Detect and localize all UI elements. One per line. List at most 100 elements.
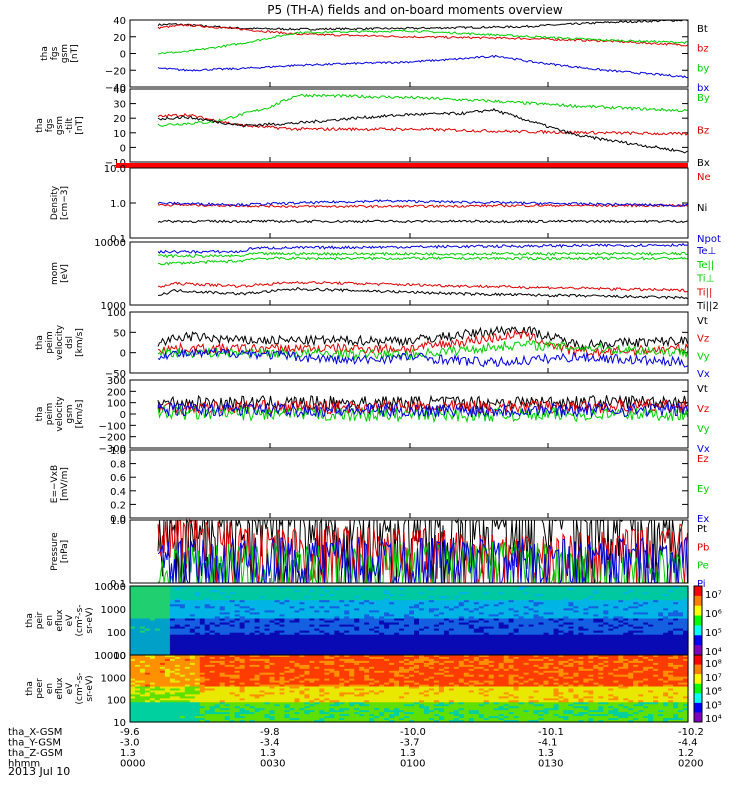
heatmap-cell bbox=[389, 618, 395, 622]
heatmap-cell bbox=[683, 608, 689, 611]
heatmap-cell bbox=[189, 642, 196, 646]
heatmap-cell bbox=[384, 666, 390, 670]
heatmap-cell bbox=[214, 650, 221, 654]
heatmap-cell bbox=[169, 606, 176, 609]
heatmap-cell bbox=[334, 594, 340, 597]
heatmap-cell bbox=[518, 622, 525, 626]
heatmap-cell bbox=[159, 634, 166, 638]
heatmap-cell bbox=[204, 598, 211, 601]
heatmap-cell bbox=[394, 646, 400, 650]
heatmap-cell bbox=[668, 588, 674, 591]
heatmap-cell bbox=[209, 646, 216, 650]
heatmap-cell bbox=[458, 602, 465, 605]
heatmap-cell bbox=[269, 608, 276, 611]
heatmap-cell bbox=[443, 638, 450, 642]
heatmap-cell bbox=[239, 662, 246, 666]
legend-label: Ex bbox=[697, 514, 709, 525]
heatmap-cell bbox=[563, 588, 569, 591]
heatmap-cell bbox=[423, 596, 430, 599]
heatmap-cell bbox=[149, 630, 156, 634]
heatmap-cell bbox=[503, 614, 510, 617]
heatmap-cell bbox=[304, 657, 310, 660]
heatmap-cell bbox=[673, 598, 679, 601]
heatmap-cell bbox=[608, 624, 614, 628]
heatmap-cell bbox=[628, 650, 634, 654]
heatmap-cell bbox=[623, 618, 629, 622]
heatmap-cell bbox=[409, 664, 415, 668]
heatmap-cell bbox=[593, 626, 599, 630]
heatmap-cell bbox=[224, 602, 231, 605]
heatmap-cell bbox=[374, 636, 380, 640]
heatmap-cell bbox=[199, 668, 206, 672]
heatmap-cell bbox=[433, 632, 440, 636]
heatmap-cell bbox=[533, 632, 540, 636]
heatmap-cell bbox=[379, 644, 385, 648]
heatmap-cell bbox=[458, 624, 465, 628]
heatmap-cell bbox=[189, 612, 196, 615]
heatmap-cell bbox=[179, 598, 186, 601]
heatmap-cell bbox=[209, 608, 216, 611]
heatmap-cell bbox=[598, 602, 604, 605]
heatmap-cell bbox=[548, 618, 555, 622]
heatmap-cell bbox=[179, 634, 186, 638]
heatmap-cell bbox=[384, 606, 390, 609]
heatmap-cell bbox=[319, 598, 325, 601]
heatmap-cell bbox=[244, 648, 251, 652]
heatmap-cell bbox=[438, 648, 445, 652]
heatmap-cell bbox=[224, 594, 231, 597]
heatmap-cell bbox=[394, 602, 400, 605]
heatmap-cell bbox=[130, 662, 136, 666]
heatmap-cell bbox=[414, 648, 420, 652]
heatmap-cell bbox=[563, 653, 569, 656]
heatmap-cell bbox=[389, 598, 395, 601]
heatmap-cell bbox=[349, 634, 355, 638]
heatmap-cell bbox=[553, 642, 560, 646]
heatmap-cell bbox=[663, 620, 669, 624]
heatmap-cell bbox=[399, 618, 405, 622]
heatmap-cell bbox=[409, 668, 415, 672]
heatmap-cell bbox=[583, 592, 589, 595]
heatmap-cell bbox=[543, 655, 550, 658]
heatmap-cell bbox=[683, 650, 689, 654]
heatmap-cell bbox=[648, 658, 654, 662]
heatmap-cell bbox=[224, 657, 231, 660]
heatmap-cell bbox=[319, 588, 325, 591]
heatmap-cell bbox=[259, 662, 266, 666]
heatmap-cell bbox=[135, 600, 141, 603]
heatmap-cell bbox=[618, 657, 624, 660]
heatmap-cell bbox=[244, 668, 251, 672]
heatmap-cell bbox=[309, 644, 315, 648]
heatmap-cell bbox=[364, 642, 370, 646]
heatmap-cell bbox=[299, 644, 305, 648]
heatmap-cell bbox=[483, 586, 490, 589]
heatmap-cell bbox=[663, 648, 669, 652]
heatmap-cell bbox=[309, 588, 315, 591]
heatmap-cell bbox=[149, 606, 156, 609]
heatmap-cell bbox=[533, 653, 540, 656]
heatmap-cell bbox=[199, 594, 206, 597]
heatmap-cell bbox=[369, 653, 375, 656]
heatmap-cell bbox=[369, 628, 375, 632]
heatmap-cell bbox=[668, 594, 674, 597]
heatmap-cell bbox=[653, 655, 659, 658]
heatmap-cell bbox=[349, 624, 355, 628]
heatmap-cell bbox=[344, 664, 350, 668]
heatmap-cell bbox=[493, 596, 500, 599]
heatmap-cell bbox=[339, 632, 345, 636]
heatmap-cell bbox=[543, 658, 550, 662]
heatmap-cell bbox=[179, 592, 186, 595]
heatmap-cell bbox=[269, 658, 276, 662]
heatmap-cell bbox=[294, 612, 300, 615]
heatmap-cell bbox=[324, 640, 330, 644]
heatmap-cell bbox=[169, 642, 176, 646]
heatmap-cell bbox=[563, 612, 569, 615]
heatmap-cell bbox=[608, 655, 614, 658]
heatmap-cell bbox=[653, 657, 659, 660]
heatmap-cell bbox=[473, 614, 480, 617]
heatmap-cell bbox=[164, 642, 171, 646]
heatmap-cell bbox=[149, 642, 156, 646]
heatmap-cell bbox=[483, 610, 490, 613]
heatmap-cell bbox=[513, 600, 520, 603]
heatmap-cell bbox=[483, 653, 490, 656]
heatmap-cell bbox=[254, 634, 261, 638]
